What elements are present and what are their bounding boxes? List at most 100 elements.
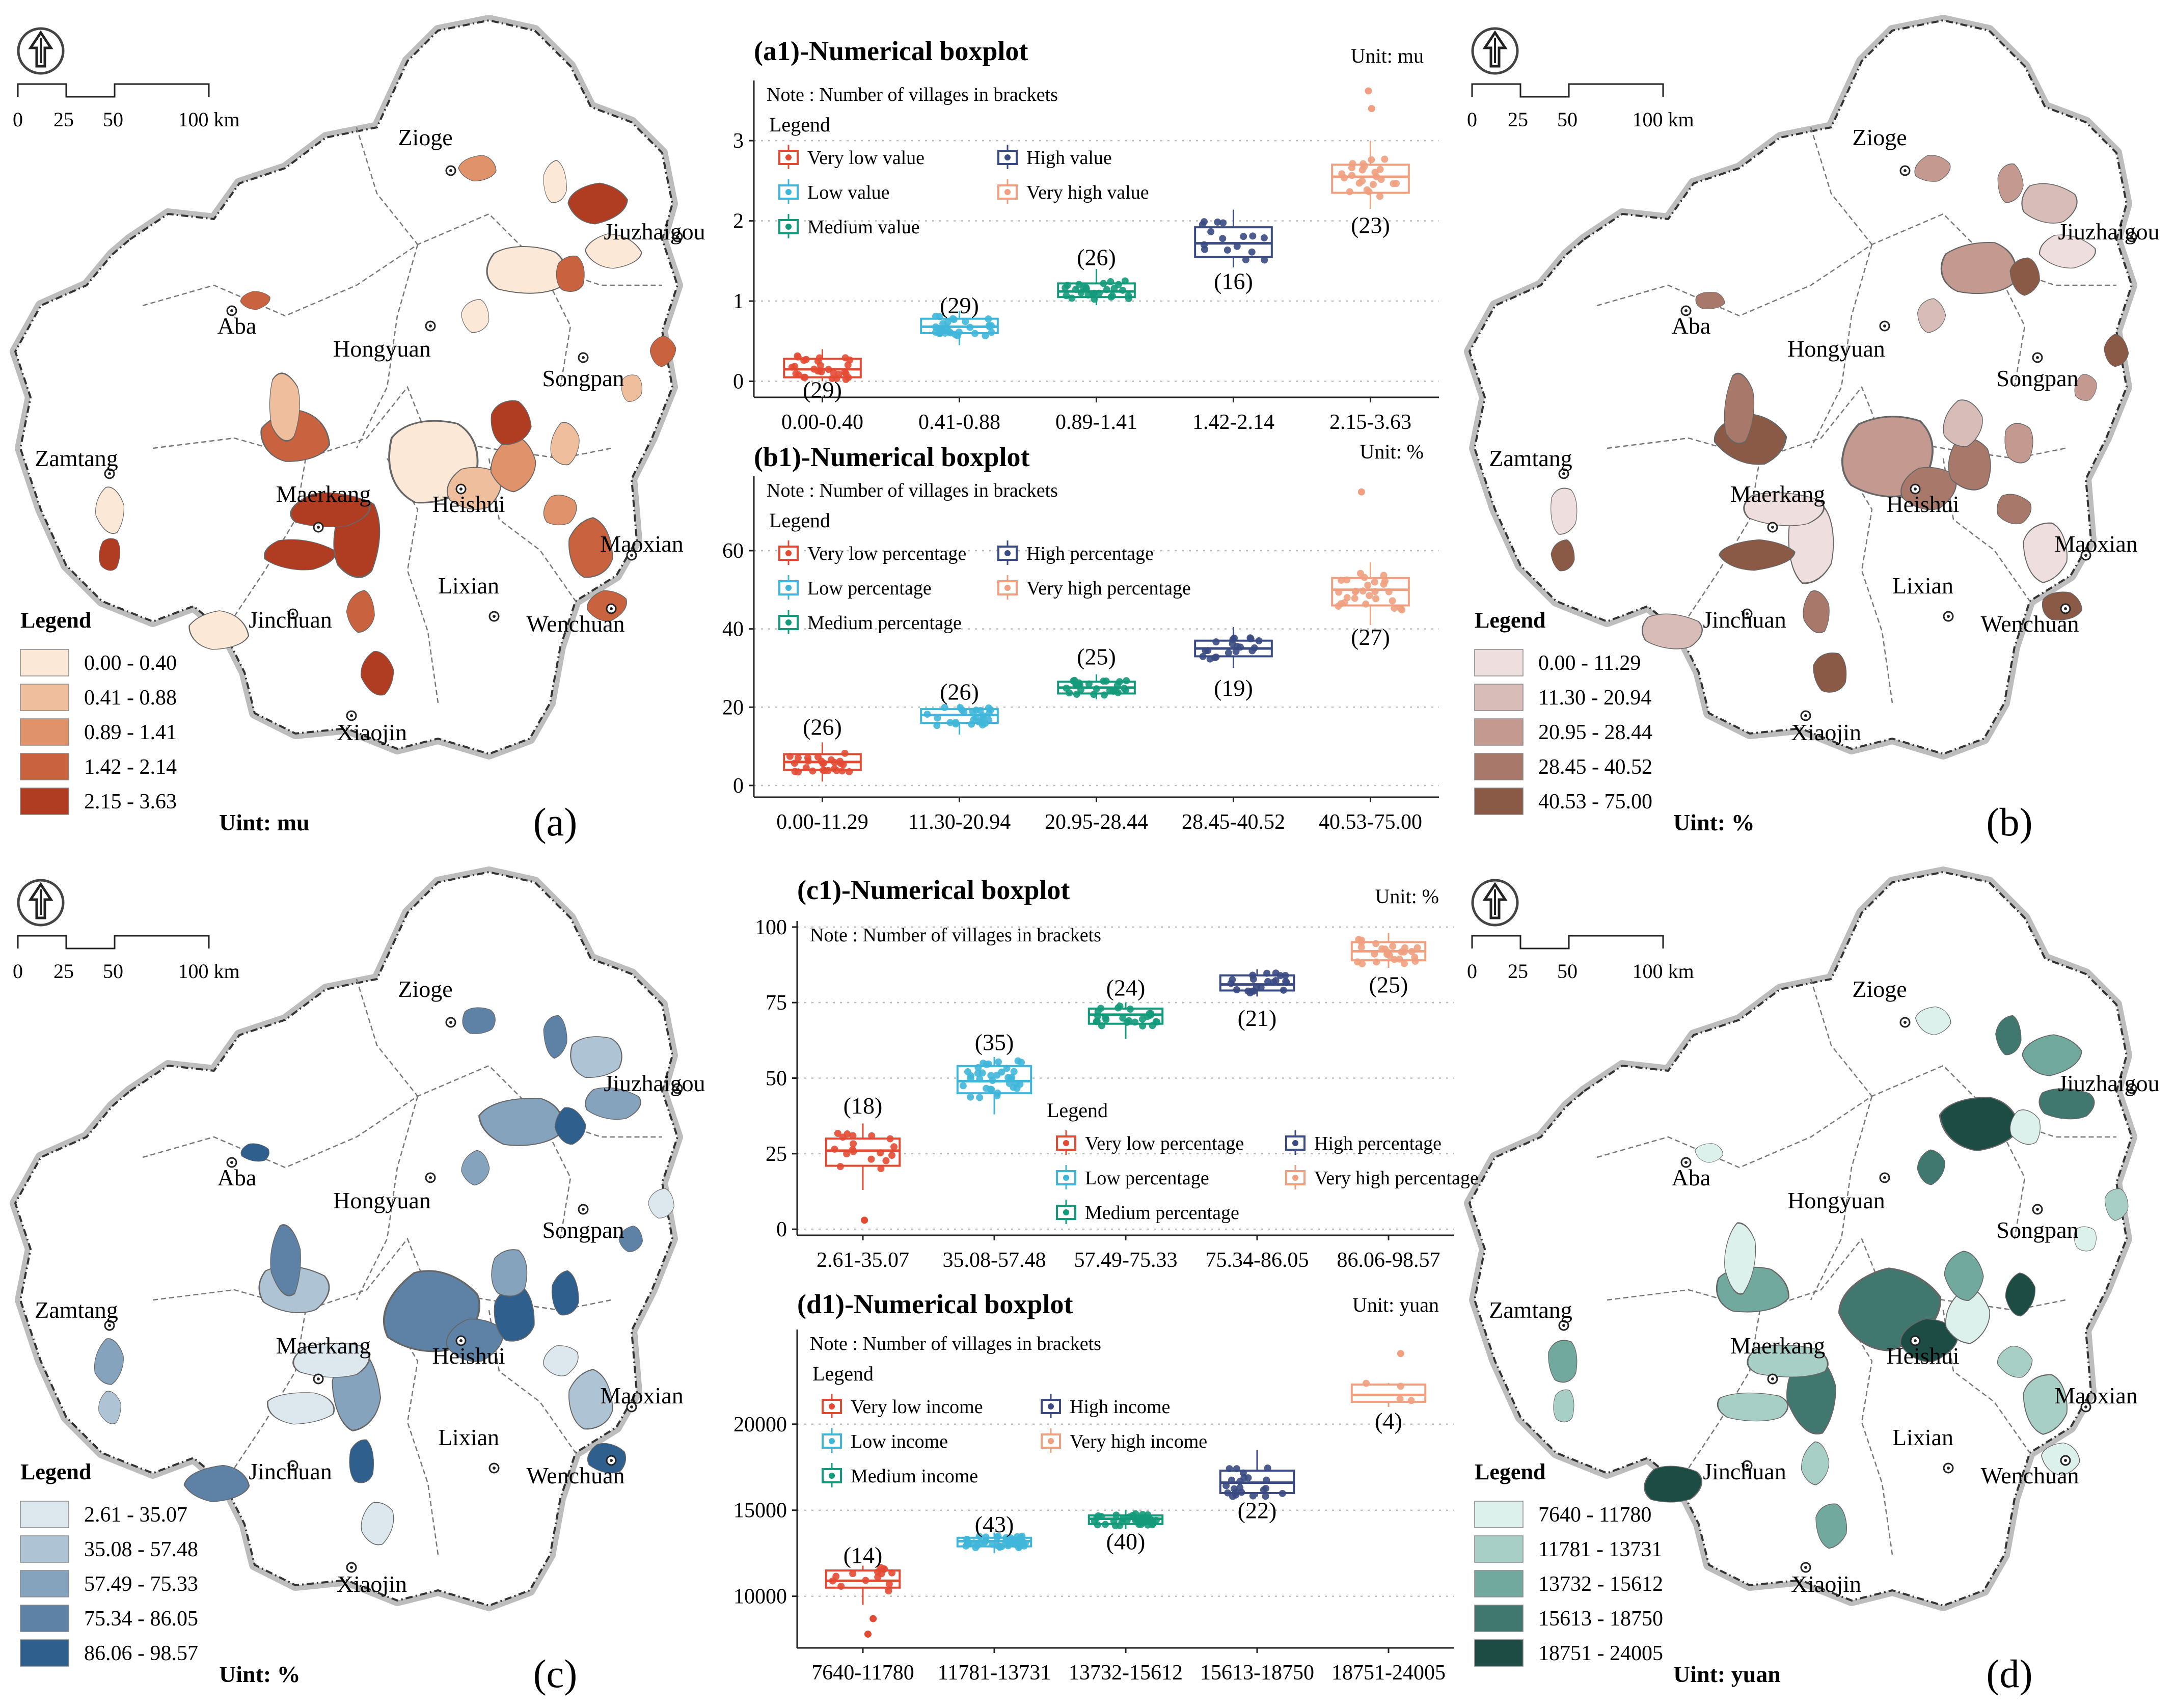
box-series-1: (14) 7640-11780 xyxy=(811,1542,914,1685)
data-point xyxy=(1236,1478,1244,1485)
map-unit: Uint: % xyxy=(1673,809,1755,835)
data-point xyxy=(944,318,951,326)
legend-class-label: 7640 - 11780 xyxy=(1538,1503,1651,1527)
data-point xyxy=(968,720,975,728)
legend-key-dot xyxy=(829,1438,835,1444)
box-series-2: (29) 0.41-0.88 xyxy=(918,292,1000,434)
data-point xyxy=(846,768,853,775)
y-tick-label: 25 xyxy=(766,1143,787,1166)
scale-bar-tick: 25 xyxy=(53,108,74,131)
boxplot-legend: Legend Very low percentage Low percentage M… xyxy=(1047,1099,1479,1224)
data-point xyxy=(987,706,995,714)
data-point xyxy=(1222,1482,1230,1489)
data-point xyxy=(1233,1465,1240,1473)
x-tick-label: 18751-24005 xyxy=(1331,1661,1446,1685)
county-seat-dot xyxy=(1746,1464,1749,1467)
map-legend: Legend 2.61 - 35.07 35.08 - 57.48 57.49 - 7… xyxy=(20,1459,301,1687)
scale-bar-line xyxy=(1471,935,1664,950)
county-name: Xiaojin xyxy=(1791,1571,1861,1597)
data-point xyxy=(1227,980,1235,987)
data-point xyxy=(1384,948,1392,956)
county-seat-dot xyxy=(1947,1467,1950,1470)
data-point xyxy=(1389,942,1397,950)
data-point xyxy=(975,1533,983,1540)
data-point xyxy=(819,760,827,768)
legend-label: Medium income xyxy=(851,1466,978,1487)
data-point xyxy=(967,1075,974,1082)
box-series-4: (16) 1.42-2.14 xyxy=(1192,209,1274,434)
legend-key-dot xyxy=(1004,189,1011,195)
data-point xyxy=(1407,1397,1415,1404)
data-point xyxy=(971,330,978,337)
data-point xyxy=(841,354,849,362)
data-point xyxy=(1237,643,1244,651)
map-outline xyxy=(14,19,678,755)
county-name: Heishui xyxy=(1886,491,1959,517)
x-tick-label: 11.30-20.94 xyxy=(908,810,1011,834)
scale-bar-tick: 25 xyxy=(53,960,74,983)
scale-bar-tick: 0 xyxy=(13,108,23,131)
county-seat-dot xyxy=(1883,1176,1886,1179)
legend-swatch xyxy=(1474,649,1524,676)
data-point xyxy=(976,1075,984,1083)
legend-class-label: 0.89 - 1.41 xyxy=(84,721,177,744)
county-seat-dot xyxy=(2084,1405,2087,1408)
scale-bar-tick: 100 km xyxy=(1632,960,1694,983)
chart-note: Note : Number of villages in brackets xyxy=(810,1333,1101,1354)
county-seat-dot xyxy=(317,526,320,529)
data-point xyxy=(1335,588,1343,596)
data-point xyxy=(1389,597,1396,605)
data-point xyxy=(1396,1395,1404,1403)
county-boundary xyxy=(356,127,418,245)
data-point xyxy=(885,1587,892,1595)
county-seat-dot xyxy=(1562,472,1565,475)
data-point xyxy=(838,767,846,775)
legend-class-label: 11.30 - 20.94 xyxy=(1538,686,1651,710)
data-point xyxy=(1341,599,1348,607)
scale-bar-tick: 50 xyxy=(1557,960,1578,983)
county-name: Xiaojin xyxy=(337,719,407,745)
legend-swatch xyxy=(20,1501,69,1528)
chart-title: (a1)-Numerical boxplot xyxy=(754,36,1028,66)
box-count-label: (24) xyxy=(1106,975,1146,1001)
legend-key-dot xyxy=(1292,1175,1298,1181)
chart-unit: Unit: yuan xyxy=(1352,1293,1439,1316)
outlier-point xyxy=(861,1216,868,1224)
box-series-5: (23) 2.15-3.63 xyxy=(1329,87,1411,434)
box-count-label: (18) xyxy=(844,1093,883,1119)
data-point xyxy=(1122,686,1129,694)
legend-label: High income xyxy=(1070,1396,1170,1418)
panel-label: (c) xyxy=(533,1651,578,1696)
data-point xyxy=(964,1540,972,1548)
data-point xyxy=(1202,647,1209,655)
data-point xyxy=(837,1583,845,1590)
data-point xyxy=(943,324,951,332)
data-point xyxy=(1373,173,1380,180)
data-point xyxy=(1132,1510,1139,1517)
county-seat-dot xyxy=(1804,714,1807,717)
county-name: Songpan xyxy=(542,365,624,391)
county-name: Lixian xyxy=(1892,1424,1953,1450)
data-point xyxy=(1372,595,1380,603)
county-name: Songpan xyxy=(1997,365,2079,391)
data-point xyxy=(1093,1514,1101,1522)
county-name: Jiuzhaigou xyxy=(604,1070,705,1096)
legend-swatch xyxy=(20,684,69,711)
map-legend-title: Legend xyxy=(1475,1459,1545,1484)
data-point xyxy=(1146,1010,1153,1017)
data-point xyxy=(1381,577,1389,585)
county-name: Aba xyxy=(218,1164,257,1190)
data-point xyxy=(1391,605,1398,612)
data-point xyxy=(993,1092,1001,1100)
data-point xyxy=(1100,677,1107,685)
data-point xyxy=(802,764,810,772)
scale-bar: 0 25 50 100 km xyxy=(1467,83,1694,131)
data-point xyxy=(1125,1017,1133,1024)
data-point xyxy=(1119,1014,1127,1022)
legend-key-box xyxy=(997,580,1018,595)
scale-bar: 0 25 50 100 km xyxy=(13,83,240,131)
data-point xyxy=(1357,936,1365,944)
data-point xyxy=(1282,972,1289,980)
chart-title: (d1)-Numerical boxplot xyxy=(797,1289,1073,1319)
legend-swatch xyxy=(20,788,69,815)
